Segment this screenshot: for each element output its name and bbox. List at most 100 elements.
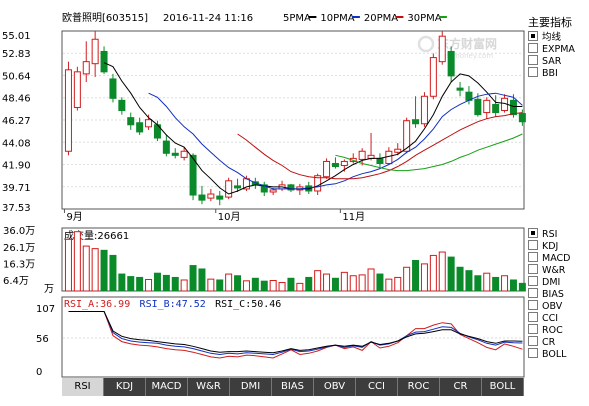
volume-bar-44 (456, 266, 464, 292)
candle-body-8 (136, 122, 144, 133)
volume-bar-15 (198, 268, 206, 292)
checkbox-icon[interactable] (528, 228, 538, 238)
candle-body-9 (145, 119, 153, 128)
main-indicator-sar[interactable]: SAR (526, 55, 575, 67)
candle-body-5 (109, 78, 117, 99)
indicator-label: CR (542, 337, 556, 348)
candle-body-39 (412, 119, 420, 125)
checkbox-icon[interactable] (528, 312, 538, 322)
sub-indicator-cr[interactable]: CR (526, 336, 570, 348)
checkbox-icon[interactable] (528, 288, 538, 298)
candle-body-43 (447, 50, 455, 77)
indicator-label: BIAS (542, 289, 564, 300)
stock-name: 欧普照明[603515] (62, 11, 148, 24)
checkbox-icon[interactable] (528, 252, 538, 262)
tab-wr[interactable]: W&R (188, 378, 230, 396)
main-indicator-bbi[interactable]: BBI (526, 67, 575, 79)
sub-indicator-bias[interactable]: BIAS (526, 288, 570, 300)
indicator-label: ROC (542, 325, 563, 336)
indicator-label: DMI (542, 277, 561, 288)
ma-line-10pma (148, 92, 523, 190)
volume-bar-3 (91, 248, 99, 292)
indicator-label: EXPMA (542, 44, 575, 55)
sub-indicator-dmi[interactable]: DMI (526, 276, 570, 288)
x-axis-ticks: 9月 10月 11月 (63, 209, 365, 223)
price-tick-0: 55.01 (2, 31, 31, 42)
checkbox-icon[interactable] (528, 240, 538, 250)
main-indicator-expma[interactable]: EXPMA (526, 43, 575, 55)
candle-body-48 (492, 103, 500, 114)
candle-body-12 (171, 152, 179, 156)
candle-body-0 (64, 69, 72, 152)
checkbox-icon[interactable] (528, 43, 538, 53)
tab-macd[interactable]: MACD (146, 378, 188, 396)
sub-indicator-obv[interactable]: OBV (526, 300, 570, 312)
candle-body-40 (420, 95, 428, 125)
tab-boll[interactable]: BOLL (482, 378, 524, 396)
volume-bar-1 (73, 231, 81, 292)
volume-bar-30 (331, 277, 339, 292)
volume-tick-1: 26.1万 (3, 243, 35, 254)
rsi-panel-frame (61, 296, 525, 378)
sub-indicator-boll[interactable]: BOLL (526, 348, 570, 360)
sub-indicator-kdj[interactable]: KDJ (526, 240, 570, 252)
candle-body-44 (456, 87, 464, 91)
tab-rsi[interactable]: RSI (62, 378, 104, 396)
candles (64, 31, 526, 206)
checkbox-icon[interactable] (528, 324, 538, 334)
volume-bar-5 (109, 254, 117, 292)
volume-bar-29 (323, 273, 331, 292)
candle-body-37 (394, 148, 402, 153)
price-tick-2: 50.64 (2, 72, 31, 83)
tab-cr[interactable]: CR (440, 378, 482, 396)
tab-roc[interactable]: ROC (398, 378, 440, 396)
main-indicator-title: 主要指标 (528, 16, 572, 29)
checkbox-icon[interactable] (528, 300, 538, 310)
volume-bar-10 (153, 272, 161, 292)
rsi-labels: RSI_A:36.99 RSI_B:47.52 RSI_C:50.46 (64, 299, 281, 310)
candle-body-38 (403, 120, 411, 152)
candle-body-3 (91, 38, 99, 65)
main-indicator-panel: 主要指标 均线 EXPMA SAR BBI (526, 14, 575, 79)
candle-body-23 (269, 189, 277, 193)
tab-bias[interactable]: BIAS (272, 378, 314, 396)
rsi-line-rsi_c (68, 311, 523, 354)
sub-indicator-macd[interactable]: MACD (526, 252, 570, 264)
sub-indicator-roc[interactable]: ROC (526, 324, 570, 336)
volume-bar-49 (501, 275, 509, 292)
legend-label-0: 5PMA (283, 13, 311, 24)
checkbox-icon[interactable] (528, 276, 538, 286)
volume-bar-32 (349, 275, 357, 292)
sub-indicator-cci[interactable]: CCI (526, 312, 570, 324)
timestamp: 2016-11-24 11:16 (163, 13, 253, 24)
rsi-label-rsi_a: RSI_A:36.99 (64, 299, 130, 310)
checkbox-icon[interactable] (528, 336, 538, 346)
tab-cci[interactable]: CCI (356, 378, 398, 396)
legend-label-2: 20PMA (364, 13, 398, 24)
volume-bar-50 (509, 279, 517, 292)
volume-bars (64, 231, 526, 292)
main-indicator-[interactable]: 均线 (526, 31, 575, 43)
sub-indicator-rsi[interactable]: RSI (526, 228, 570, 240)
checkbox-icon[interactable] (528, 348, 538, 358)
candle-body-25 (287, 184, 295, 191)
candle-body-2 (82, 61, 90, 75)
volume-bar-7 (127, 276, 135, 292)
checkbox-icon[interactable] (528, 31, 538, 41)
tab-dmi[interactable]: DMI (230, 378, 272, 396)
rsi-lines (68, 311, 523, 359)
tab-obv[interactable]: OBV (314, 378, 356, 396)
tab-kdj[interactable]: KDJ (104, 378, 146, 396)
price-axis: 55.01 52.83 50.64 48.46 46.27 44.08 41.90 39.71… (2, 31, 31, 214)
indicator-label: OBV (542, 301, 563, 312)
ma-lines (103, 62, 523, 195)
volume-bar-31 (340, 271, 348, 292)
volume-tick-4: 万 (44, 284, 54, 295)
sub-indicator-wr[interactable]: W&R (526, 264, 570, 276)
candle-body-18 (225, 180, 233, 198)
volume-bar-27 (305, 276, 313, 292)
volume-bar-11 (162, 274, 170, 292)
checkbox-icon[interactable] (528, 67, 538, 77)
checkbox-icon[interactable] (528, 264, 538, 274)
checkbox-icon[interactable] (528, 55, 538, 65)
